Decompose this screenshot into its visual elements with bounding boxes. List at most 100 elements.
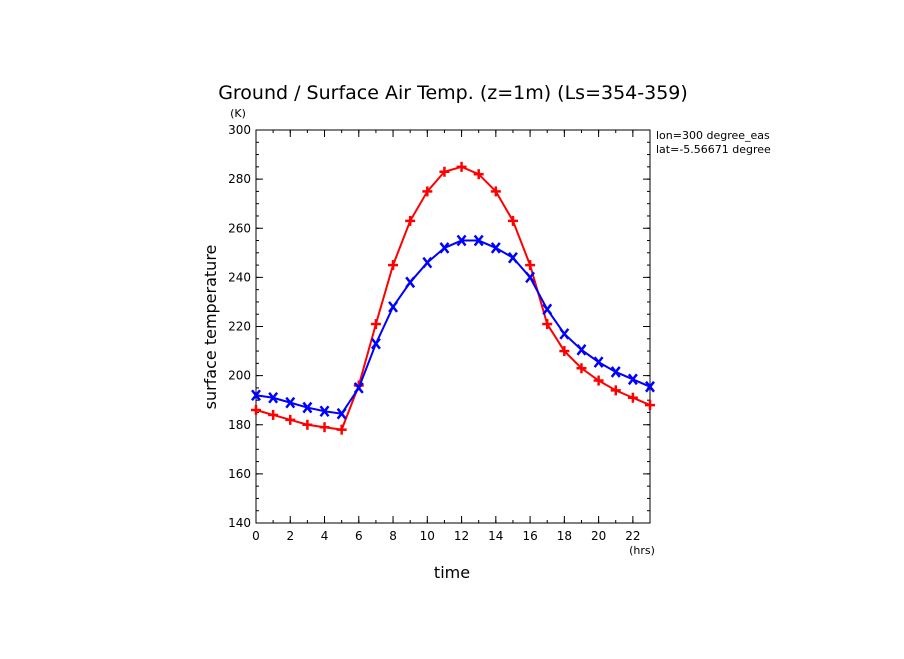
- y-tick-label: 260: [228, 221, 251, 235]
- data-point: [490, 242, 501, 254]
- data-point: [490, 186, 501, 197]
- data-point: [473, 234, 484, 247]
- x-tick-label: 20: [591, 529, 606, 543]
- y-tick-label: 300: [228, 123, 251, 137]
- data-point: [388, 260, 399, 271]
- data-point: [559, 346, 570, 357]
- data-point: [439, 242, 450, 254]
- y-axis-unit: (K): [230, 107, 246, 120]
- y-tick-label: 180: [228, 418, 251, 432]
- marker-stroke: [251, 389, 261, 402]
- marker-stroke: [422, 256, 433, 269]
- data-point: [507, 251, 518, 264]
- data-point: [439, 166, 450, 177]
- data-point: [645, 380, 655, 393]
- marker-stroke: [542, 303, 553, 316]
- data-point: [507, 215, 518, 226]
- annotation-lon: lon=300 degree_eas: [656, 129, 770, 142]
- x-tick-label: 16: [522, 529, 537, 543]
- data-point: [576, 344, 587, 356]
- series-line: [255, 165, 651, 431]
- data-point: [576, 363, 587, 374]
- data-point: [268, 409, 279, 420]
- x-tick-label: 8: [389, 529, 397, 543]
- y-tick-label: 160: [228, 467, 251, 481]
- data-point: [336, 407, 347, 420]
- marker-stroke: [285, 396, 296, 409]
- marker-stroke: [302, 401, 313, 414]
- data-point: [422, 256, 433, 269]
- marker-stroke: [490, 242, 501, 254]
- y-tick-label: 200: [228, 369, 251, 383]
- data-point: [319, 422, 330, 433]
- marker-stroke: [593, 356, 604, 368]
- marker-stroke: [370, 337, 381, 350]
- x-tick-label: 22: [625, 529, 640, 543]
- y-axis-label: surface temperature: [201, 245, 220, 410]
- y-tick-label: 240: [228, 270, 251, 284]
- marker-stroke: [319, 405, 330, 418]
- axes: 0 2 4 6 8 10 12 14 16 18 20 22 140 160 180 200 220 240 260…: [228, 123, 651, 543]
- x-tick-label: 4: [321, 529, 329, 543]
- data-point: [405, 276, 416, 289]
- y-tick-label: 140: [228, 516, 251, 530]
- data-point: [559, 328, 570, 340]
- data-point: [610, 366, 621, 378]
- marker-stroke: [336, 407, 347, 420]
- series-line: [255, 239, 651, 415]
- x-tick-label: 14: [488, 529, 503, 543]
- marker-stroke: [388, 301, 399, 313]
- x-axis-unit: (hrs): [629, 544, 655, 557]
- chart-title: Ground / Surface Air Temp. (z=1m) (Ls=35…: [218, 82, 688, 104]
- marker-stroke: [439, 242, 450, 254]
- data-point: [542, 319, 553, 330]
- marker-stroke: [473, 234, 484, 247]
- plot-frame: [255, 129, 651, 524]
- data-point: [388, 301, 399, 313]
- y-tick-label: 280: [228, 172, 251, 186]
- series-group: [251, 161, 655, 435]
- x-tick-label: 18: [557, 529, 572, 543]
- data-point: [610, 385, 621, 396]
- data-point: [473, 169, 484, 180]
- data-point: [319, 405, 330, 418]
- data-point: [370, 337, 381, 350]
- data-point: [456, 161, 467, 172]
- data-point: [627, 392, 638, 403]
- marker-stroke: [627, 373, 638, 386]
- x-tick-label: 2: [286, 529, 294, 543]
- marker-stroke: [456, 234, 467, 247]
- x-axis-label: time: [434, 563, 470, 582]
- marker-stroke: [405, 276, 416, 289]
- data-point: [353, 382, 364, 394]
- marker-stroke: [268, 391, 279, 404]
- data-point: [336, 424, 347, 435]
- data-point: [645, 400, 655, 411]
- marker-stroke: [559, 328, 570, 340]
- data-point: [302, 401, 313, 414]
- data-point: [525, 260, 536, 271]
- x-tick-label: 6: [355, 529, 363, 543]
- y-tick-label: 220: [228, 320, 251, 334]
- data-point: [593, 375, 604, 386]
- data-point: [268, 391, 279, 404]
- data-point: [302, 419, 313, 430]
- data-point: [525, 271, 536, 284]
- x-tick-label: 0: [252, 529, 260, 543]
- marker-stroke: [645, 380, 655, 393]
- marker-stroke: [576, 344, 587, 356]
- series-2: [251, 234, 655, 420]
- series-1: [251, 161, 655, 435]
- data-point: [285, 396, 296, 409]
- data-point: [405, 215, 416, 226]
- data-point: [285, 414, 296, 425]
- data-point: [456, 234, 467, 247]
- data-point: [370, 319, 381, 330]
- x-tick-label: 10: [420, 529, 435, 543]
- marker-stroke: [353, 382, 364, 394]
- data-point: [251, 405, 261, 416]
- data-point: [422, 186, 433, 197]
- marker-stroke: [525, 271, 536, 284]
